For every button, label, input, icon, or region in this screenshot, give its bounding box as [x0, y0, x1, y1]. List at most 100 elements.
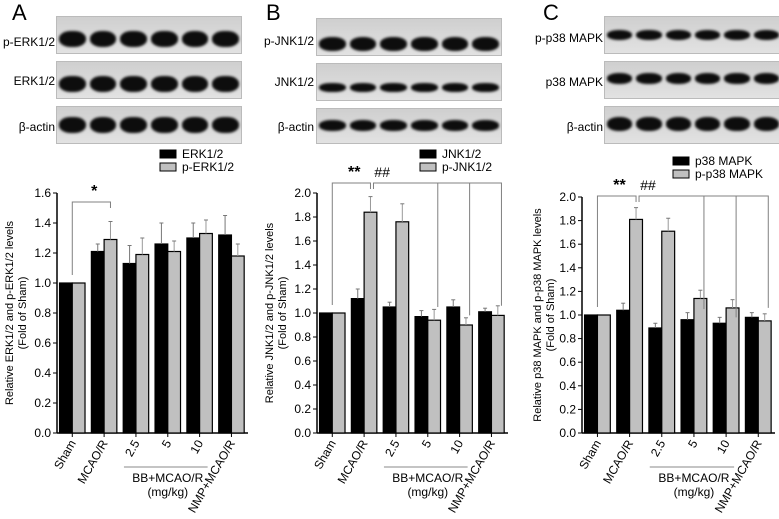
protein-band	[181, 76, 209, 92]
group-label: BB+MCAO/R	[658, 471, 729, 485]
x-tick-label: 2.5	[382, 437, 403, 459]
protein-band	[665, 117, 691, 131]
protein-band	[411, 83, 438, 92]
bar	[725, 307, 740, 434]
protein-band	[120, 117, 147, 133]
protein-band	[607, 73, 633, 84]
protein-band	[212, 117, 239, 133]
blot-label: β-actin	[566, 120, 603, 134]
protein-band	[472, 37, 499, 51]
significance-marker: **	[348, 164, 361, 181]
significance-marker: *	[91, 183, 98, 200]
protein-band	[441, 120, 469, 131]
bar	[318, 312, 333, 434]
panel-letter: B	[266, 0, 281, 25]
western-blot-image	[56, 61, 242, 99]
bar	[350, 298, 365, 434]
group-unit-label: (mg/kg)	[147, 485, 188, 499]
x-tick-label: 2.5	[648, 437, 669, 459]
y-tick-label: 1.4	[34, 216, 51, 230]
bar	[414, 316, 429, 434]
y-tick-label: 1.0	[34, 276, 51, 290]
western-blot-image	[316, 18, 502, 56]
group-label: BB+MCAO/R	[132, 471, 203, 485]
y-tick-label: 0.0	[559, 426, 576, 440]
bar	[596, 314, 611, 434]
y-tick-label: 1.8	[294, 210, 311, 224]
protein-band	[89, 117, 117, 133]
protein-band	[695, 73, 721, 84]
group-unit-label: (mg/kg)	[674, 485, 715, 499]
y-tick-label: 0.8	[294, 330, 311, 344]
legend-label: JNK1/2	[442, 147, 482, 161]
legend-label: p-ERK1/2	[182, 160, 234, 174]
legend-label: p-JNK1/2	[442, 160, 492, 174]
y-axis-label: Relative JNK1/2 and p-JNK1/2 levels	[264, 222, 276, 403]
bar	[459, 324, 473, 434]
protein-band	[89, 31, 117, 47]
bar	[693, 297, 708, 434]
bar	[103, 238, 118, 434]
y-tick-label: 0.8	[34, 306, 51, 320]
x-tick-label: 10	[714, 437, 733, 456]
blot-label: p38 MAPK	[545, 75, 603, 89]
y-tick-label: 1.8	[559, 214, 576, 228]
significance-marker: ##	[374, 164, 390, 180]
y-axis-label: Relative ERK1/2 and p-ERK1/2 levels	[4, 220, 16, 405]
bar	[71, 282, 86, 434]
y-tick-label: 0.4	[294, 378, 311, 392]
x-tick-label: MCAO/R	[335, 437, 371, 486]
protein-band	[607, 117, 633, 131]
bar	[757, 320, 772, 434]
protein-band	[212, 76, 239, 92]
protein-band	[411, 120, 438, 131]
legend-swatch	[672, 169, 690, 179]
protein-band	[380, 83, 407, 92]
protein-band	[665, 73, 691, 84]
bar	[90, 250, 105, 434]
panel-b: B p-JNK1/2 JNK1/2 β-actin	[260, 0, 520, 519]
y-tick-label: 1.4	[294, 258, 311, 272]
y-axis-label: Relative p38 MAPK and p-p38 MAPK levels	[532, 208, 544, 422]
legend-swatch	[159, 149, 177, 159]
protein-band	[636, 30, 662, 40]
y-tick-label: 0.8	[559, 332, 576, 346]
legend-label: p38 MAPK	[695, 154, 752, 168]
y-tick-label: 0.0	[294, 426, 311, 440]
protein-band	[349, 37, 377, 51]
legend-label: ERK1/2	[182, 147, 224, 161]
panel-a: A p-ERK1/2 ERK1/2 β-actin	[0, 0, 260, 519]
protein-band	[349, 120, 377, 131]
y-tick-label: 1.2	[559, 284, 576, 298]
protein-band	[151, 76, 178, 92]
significance-bracket	[71, 201, 111, 275]
bar	[135, 253, 150, 434]
protein-band	[665, 30, 691, 40]
y-tick-label: 0.6	[34, 336, 51, 350]
protein-band	[411, 37, 438, 51]
protein-band	[319, 37, 346, 51]
bar	[629, 218, 644, 434]
protein-band	[472, 83, 499, 92]
western-blot-image	[604, 106, 779, 144]
western-blot-image	[604, 16, 779, 54]
y-axis-label: (Fold of Sham)	[545, 279, 557, 352]
y-tick-label: 1.4	[559, 261, 576, 275]
western-blot-image	[56, 106, 242, 144]
x-tick-label: MCAO/R	[600, 437, 636, 486]
protein-band	[695, 30, 721, 40]
blot-label: p-ERK1/2	[2, 35, 55, 49]
x-tick-label: MCAO/R	[75, 437, 111, 486]
y-axis-label: (Fold of Sham)	[277, 277, 289, 350]
bar	[744, 316, 759, 434]
bar	[382, 306, 397, 434]
protein-band	[89, 76, 117, 92]
x-tick-label: 10	[187, 437, 206, 456]
y-tick-label: 0.2	[559, 402, 576, 416]
panel-letter: A	[12, 0, 27, 25]
bar	[661, 230, 676, 434]
significance-bracket	[596, 195, 637, 307]
protein-band	[607, 30, 633, 40]
x-tick-label: Sham	[311, 438, 339, 472]
y-tick-label: 0.0	[34, 426, 51, 440]
